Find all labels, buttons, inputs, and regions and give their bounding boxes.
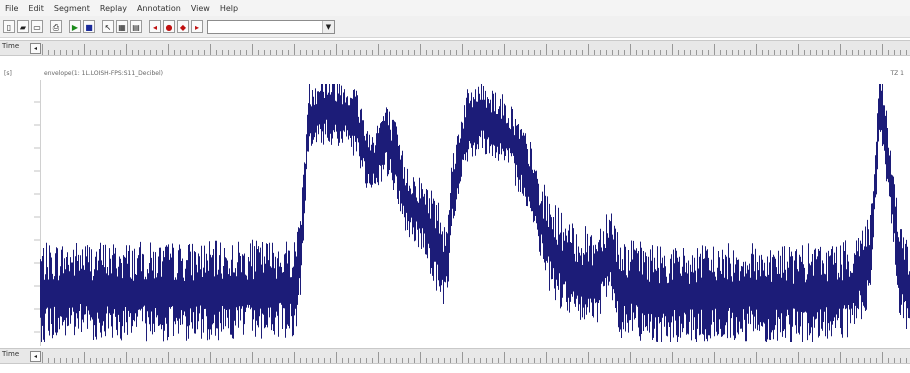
y-axis-ticks	[34, 101, 40, 356]
channel-unit-label: [s]	[4, 70, 12, 77]
bottom-time-ruler[interactable]: Time ◂	[0, 348, 910, 364]
signal-envelope-trace	[40, 84, 910, 342]
marker-down-icon[interactable]: ◆	[177, 20, 189, 33]
top-ruler-scroll-left-button[interactable]: ◂	[30, 43, 41, 54]
toolbar: ▯ ▰ ▭ ⎙ ▶ ■ ↖ ▦ ▤ ◂ ● ◆ ▸ ▼	[0, 16, 910, 38]
menu-file[interactable]: File	[5, 3, 19, 13]
marker-icon[interactable]: ●	[163, 20, 175, 33]
menu-bar: File Edit Segment Replay Annotation View Help	[0, 0, 910, 16]
table-icon[interactable]: ▤	[130, 20, 142, 33]
top-ruler-label: Time	[2, 42, 20, 50]
new-file-icon[interactable]: ▯	[3, 20, 15, 33]
channel-header: [s] envelope(1: 1L.LOISH-FPS:S11_Decibel…	[0, 68, 910, 79]
top-ruler-ticks	[42, 44, 907, 55]
top-time-ruler[interactable]: Time ◂	[0, 40, 910, 56]
channel-right-label: TZ 1	[890, 70, 905, 77]
print-icon[interactable]: ⎙	[50, 20, 62, 33]
stop-icon[interactable]: ■	[83, 20, 95, 33]
y-axis-strip	[0, 80, 41, 356]
segment-select[interactable]: ▼	[207, 19, 335, 34]
bottom-ruler-label: Time	[2, 350, 20, 358]
zoom-icon[interactable]: ↖	[102, 20, 114, 33]
menu-segment[interactable]: Segment	[53, 3, 90, 13]
waveform-plot[interactable]	[0, 80, 910, 356]
save-file-icon[interactable]: ▭	[31, 20, 43, 33]
play-icon[interactable]: ▶	[69, 20, 81, 33]
menu-annotation[interactable]: Annotation	[136, 3, 181, 13]
marker-prev-icon[interactable]: ◂	[149, 20, 161, 33]
grid-icon[interactable]: ▦	[116, 20, 128, 33]
menu-help[interactable]: Help	[219, 3, 239, 13]
menu-view[interactable]: View	[190, 3, 210, 13]
chevron-down-icon[interactable]: ▼	[322, 20, 334, 33]
menu-replay[interactable]: Replay	[99, 3, 127, 13]
bottom-ruler-ticks	[42, 352, 907, 363]
open-file-icon[interactable]: ▰	[17, 20, 29, 33]
menu-edit[interactable]: Edit	[28, 3, 44, 13]
bottom-ruler-scroll-left-button[interactable]: ◂	[30, 351, 41, 362]
channel-title: envelope(1: 1L.LOISH-FPS:S11_Decibel)	[44, 70, 163, 77]
marker-next-icon[interactable]: ▸	[191, 20, 203, 33]
waveform-trace[interactable]	[40, 80, 910, 346]
